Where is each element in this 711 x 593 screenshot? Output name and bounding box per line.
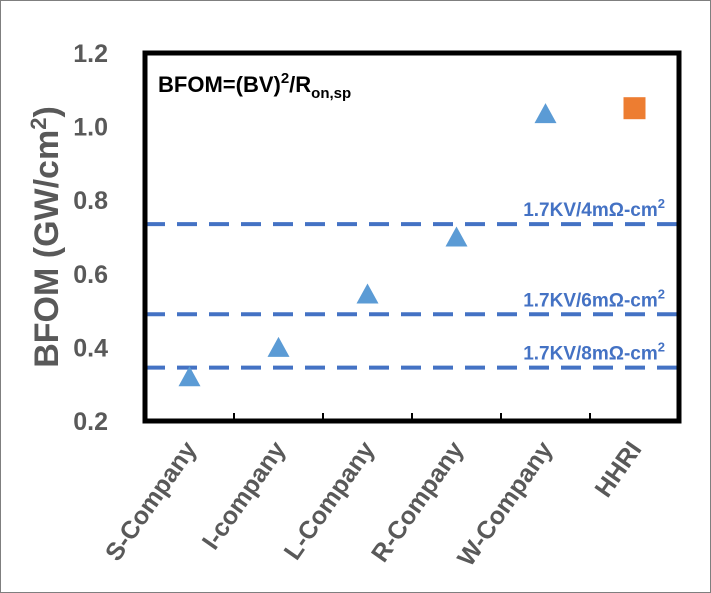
triangle-marker [534,103,557,124]
y-tick-label: 0.2 [73,408,108,436]
x-category-label: R-Company [366,436,469,567]
x-category-label: HHRI [589,436,647,502]
x-axis-ticks [233,413,591,421]
y-tick-label: 0.4 [73,334,108,362]
data-points [178,97,646,387]
reference-line-labels: 1.7KV/4mΩ-cm2 1.7KV/6mΩ-cm2 1.7KV/8mΩ-cm2 [523,196,665,365]
triangle-marker [356,283,379,304]
reference-lines [145,222,687,370]
reference-line-label: 1.7KV/8mΩ-cm2 [523,340,665,365]
square-marker [623,97,646,120]
y-tick-label: 1.2 [73,40,108,68]
y-tick-label: 0.8 [73,187,108,215]
triangle-marker [267,336,290,357]
y-axis-tick-labels: 0.2 0.4 0.6 0.8 1.0 1.2 [73,40,108,436]
reference-line-label: 1.7KV/4mΩ-cm2 [523,196,665,221]
y-tick-label: 0.6 [73,261,108,289]
x-category-label: W-Company [452,436,558,571]
reference-line-label: 1.7KV/6mΩ-cm2 [523,286,665,311]
x-category-label: I-company [197,436,292,555]
y-axis-label: BFOM (GW/cm2) [26,106,66,368]
triangle-marker [178,366,201,387]
x-category-label: L-Company [279,436,381,565]
x-axis-category-labels: S-CompanyI-companyL-CompanyR-CompanyW-Co… [100,436,648,571]
x-category-label: S-Company [100,436,203,566]
bfom-formula: BFOM=(BV)2/Ron,sp [158,70,351,102]
triangle-marker [445,226,468,247]
y-tick-label: 1.0 [73,114,108,142]
